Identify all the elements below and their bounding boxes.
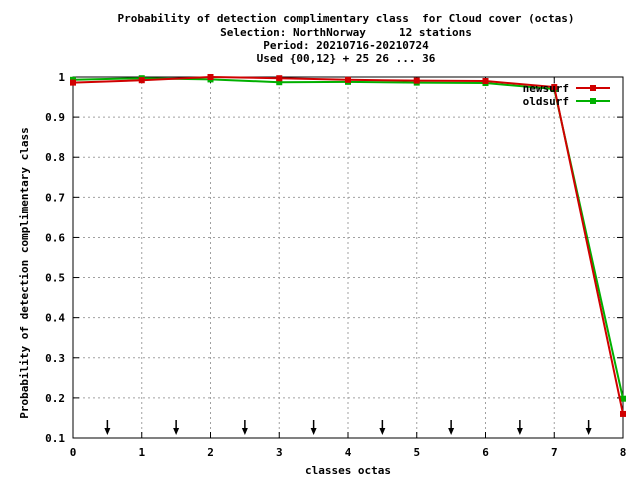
arrow-head [241, 428, 248, 435]
data-point [345, 76, 351, 83]
x-tick-label: 1 [138, 446, 145, 459]
y-axis-label: Probability of detection complimentary c… [18, 127, 31, 418]
data-point [276, 75, 283, 82]
y-tick-label: 0.5 [45, 272, 65, 285]
y-tick-label: 0.4 [45, 312, 65, 325]
data-point [413, 77, 420, 84]
x-tick-label: 4 [345, 446, 352, 459]
y-tick-label: 0.7 [45, 191, 65, 204]
y-tick-label: 0.8 [45, 151, 65, 164]
down-arrow-icon [516, 420, 523, 435]
title-line-2: Selection: NorthNorway 12 stations [220, 26, 472, 39]
title-line-3: Period: 20210716-20210724 [263, 39, 429, 52]
x-axis-label: classes octas [305, 464, 391, 477]
arrow-head [448, 428, 455, 435]
data-point [207, 74, 214, 80]
class-boundary-arrows [104, 420, 592, 435]
data-point [276, 79, 283, 86]
arrow-head [104, 428, 111, 435]
y-tick-label: 0.2 [45, 392, 65, 405]
series-newsurf [70, 74, 626, 417]
chart-title: Probability of detection complimentary c… [118, 12, 575, 65]
legend-item-newsurf: newsurf [523, 82, 610, 95]
grid [73, 77, 623, 438]
legend-item-oldsurf: oldsurf [523, 95, 610, 108]
data-point [551, 84, 558, 91]
y-tick-label: 0.3 [45, 352, 65, 365]
y-tick-label: 0.1 [45, 432, 65, 445]
data-point [620, 410, 626, 417]
arrow-head [379, 428, 386, 435]
y-tick-label: 1 [58, 71, 65, 84]
title-line-4: Used {00,12} + 25 26 ... 36 [257, 52, 436, 65]
series [70, 74, 626, 417]
down-arrow-icon [104, 420, 111, 435]
down-arrow-icon [585, 420, 592, 435]
arrow-head [173, 428, 180, 435]
data-point [138, 77, 145, 84]
legend-label: newsurf [523, 82, 569, 95]
x-tick-label: 6 [482, 446, 489, 459]
x-tick-label: 0 [70, 446, 77, 459]
data-point [482, 78, 489, 85]
data-point [620, 395, 626, 402]
x-tick-label: 8 [620, 446, 627, 459]
title-line-1: Probability of detection complimentary c… [118, 12, 575, 25]
x-tick-label: 5 [413, 446, 420, 459]
down-arrow-icon [173, 420, 180, 435]
y-axis-ticks: 0.1 0.2 0.3 0.4 0.5 0.6 0.7 0.8 0.9 1 [45, 71, 623, 445]
down-arrow-icon [379, 420, 386, 435]
legend-marker [590, 98, 596, 104]
legend-label: oldsurf [523, 95, 569, 108]
y-tick-label: 0.6 [45, 231, 65, 244]
x-tick-label: 2 [207, 446, 214, 459]
arrow-head [310, 428, 317, 435]
down-arrow-icon [448, 420, 455, 435]
arrow-head [516, 428, 523, 435]
x-tick-label: 7 [551, 446, 558, 459]
x-tick-label: 3 [276, 446, 283, 459]
legend-marker [590, 85, 596, 91]
data-point [70, 79, 76, 86]
arrow-head [585, 428, 592, 435]
down-arrow-icon [241, 420, 248, 435]
down-arrow-icon [310, 420, 317, 435]
y-tick-label: 0.9 [45, 111, 65, 124]
